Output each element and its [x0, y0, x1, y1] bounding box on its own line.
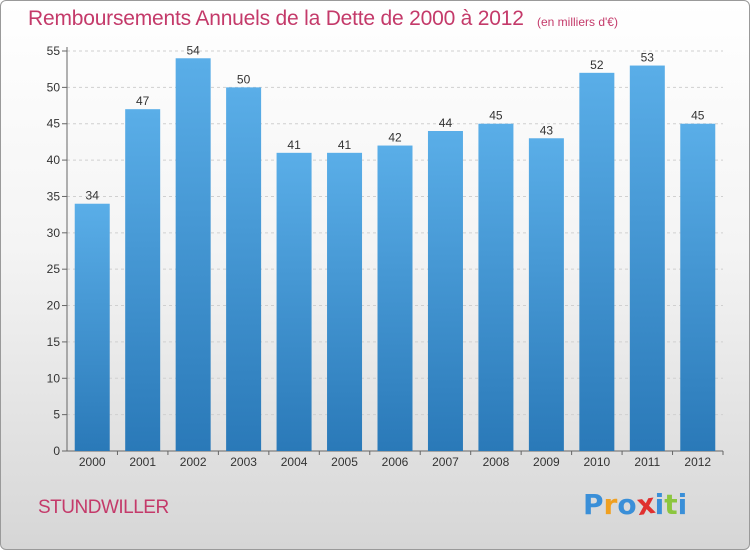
commune-name: STUNDWILLER	[38, 497, 169, 518]
y-tick-label: 40	[47, 153, 61, 167]
logo-letter: r	[603, 488, 618, 521]
bar	[276, 152, 312, 451]
bar	[377, 145, 413, 451]
bar-value-label: 45	[691, 109, 705, 123]
y-tick-label: 15	[47, 335, 61, 349]
x-tick-label: 2001	[129, 455, 156, 469]
bars	[74, 58, 716, 452]
x-tick-label: 2002	[180, 455, 207, 469]
bar	[175, 58, 211, 451]
bar	[226, 87, 262, 451]
labels: 0 5 10 15 20 25 30 35 40 45 50 55 34 2000 47 2001 54 2002…	[47, 43, 712, 469]
y-tick-label: 5	[53, 408, 60, 422]
y-tick-label: 25	[47, 262, 61, 276]
logo-letter: t	[664, 488, 678, 521]
bar-value-label: 44	[439, 116, 453, 130]
bar	[427, 131, 463, 451]
bar-value-label: 54	[186, 43, 200, 57]
logo-letter: o	[617, 488, 637, 521]
logo-letter: i	[654, 488, 665, 521]
bar	[74, 203, 110, 451]
y-tick-label: 45	[47, 117, 61, 131]
x-tick-label: 2012	[684, 455, 711, 469]
bar-value-label: 34	[86, 189, 100, 203]
logo-letter: P	[583, 488, 604, 521]
bar-value-label: 42	[388, 131, 402, 145]
bar-value-label: 52	[590, 58, 604, 72]
bar	[680, 123, 716, 452]
bar	[327, 152, 363, 451]
x-tick-label: 2000	[79, 455, 106, 469]
bar-value-label: 41	[338, 138, 352, 152]
bar-value-label: 43	[540, 123, 554, 137]
y-tick-label: 0	[53, 444, 60, 458]
bar	[579, 72, 615, 452]
bar-value-label: 47	[136, 94, 150, 108]
bar	[125, 109, 161, 451]
x-tick-label: 2009	[533, 455, 560, 469]
y-tick-label: 10	[47, 371, 61, 385]
proxiti-logo[interactable]: Proxiti	[583, 486, 688, 523]
y-tick-label: 20	[47, 299, 61, 313]
bar-value-label: 53	[641, 51, 655, 65]
chart-title: Remboursements Annuels de la Dette de 20…	[28, 7, 524, 30]
bar	[629, 65, 665, 451]
bar-value-label: 41	[287, 138, 301, 152]
x-tick-label: 2006	[382, 455, 409, 469]
x-tick-label: 2011	[634, 455, 660, 469]
x-tick-label: 2010	[583, 455, 610, 469]
bar-value-label: 45	[489, 109, 503, 123]
x-tick-label: 2004	[281, 455, 308, 469]
bar	[478, 123, 514, 452]
x-tick-label: 2005	[331, 455, 358, 469]
y-tick-label: 50	[47, 80, 61, 94]
x-tick-label: 2007	[432, 455, 459, 469]
logo-letter: x	[634, 486, 657, 523]
y-tick-label: 55	[47, 44, 61, 58]
x-tick-label: 2008	[483, 455, 510, 469]
chart-subtitle: (en milliers d'€)	[537, 15, 618, 29]
bar	[528, 138, 564, 452]
x-tick-label: 2003	[230, 455, 257, 469]
logo-letter: i	[677, 488, 688, 521]
bar-value-label: 50	[237, 72, 251, 86]
y-tick-label: 35	[47, 189, 61, 203]
y-tick-label: 30	[47, 226, 61, 240]
